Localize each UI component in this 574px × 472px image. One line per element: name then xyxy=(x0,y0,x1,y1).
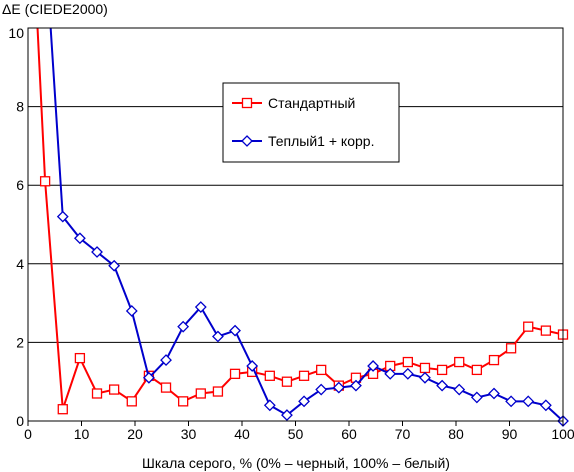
data-point xyxy=(332,381,345,394)
data-point xyxy=(540,325,552,336)
data-point xyxy=(195,388,206,399)
y-axis-ticks: 0 2 4 6 8 10 xyxy=(8,25,24,429)
data-point xyxy=(177,320,190,333)
data-point xyxy=(539,399,552,412)
data-point xyxy=(126,396,137,407)
x-tick-label: 70 xyxy=(395,426,411,442)
data-point xyxy=(108,384,120,395)
x-axis-label: Шкала серого, % (0% – черный, 100% – бел… xyxy=(142,455,450,471)
x-tick-label: 10 xyxy=(74,426,90,442)
y-tick-label: 0 xyxy=(16,413,24,429)
data-point xyxy=(419,362,431,374)
legend-marker xyxy=(241,135,253,147)
x-tick-label: 60 xyxy=(341,426,357,442)
data-point xyxy=(298,395,310,408)
data-point xyxy=(401,367,414,380)
data-point xyxy=(263,399,276,412)
data-point xyxy=(91,246,103,258)
x-tick-label: 50 xyxy=(288,426,304,442)
data-point xyxy=(367,360,379,372)
data-point xyxy=(470,391,483,404)
data-point xyxy=(177,396,189,407)
data-point xyxy=(436,379,449,392)
data-point xyxy=(505,395,518,408)
data-point xyxy=(522,395,535,408)
y-tick-label: 8 xyxy=(16,99,24,115)
data-point xyxy=(505,343,517,354)
x-tick-label: 30 xyxy=(181,426,197,442)
data-point xyxy=(39,176,51,187)
legend-label: Теплый1 + корр. xyxy=(268,133,374,149)
data-point xyxy=(419,371,431,384)
y-tick-label: 10 xyxy=(8,25,24,41)
data-point xyxy=(488,387,500,400)
data-point xyxy=(316,364,327,376)
legend: Стандартный Теплый1 + корр. xyxy=(222,82,400,163)
data-point xyxy=(91,388,103,399)
data-point xyxy=(350,379,362,392)
x-tick-label: 20 xyxy=(127,426,143,442)
data-point xyxy=(246,360,259,372)
data-point xyxy=(402,356,414,368)
data-point xyxy=(229,368,241,379)
data-point xyxy=(298,370,310,381)
data-point xyxy=(315,383,328,396)
legend-box xyxy=(222,82,400,163)
data-point xyxy=(488,354,500,366)
data-point xyxy=(57,404,68,415)
data-point xyxy=(73,232,86,245)
data-point xyxy=(523,321,534,332)
data-point xyxy=(281,376,293,387)
data-point xyxy=(384,367,397,380)
data-point xyxy=(108,259,121,272)
series-2-markers xyxy=(56,210,569,427)
data-point xyxy=(56,210,69,223)
data-point xyxy=(471,364,483,376)
y-tick-label: 6 xyxy=(16,177,24,193)
data-series xyxy=(36,28,569,427)
data-point xyxy=(142,371,155,384)
x-tick-label: 90 xyxy=(502,426,518,442)
data-point xyxy=(212,386,224,397)
x-tick-label: 100 xyxy=(551,426,574,442)
data-point xyxy=(125,305,138,317)
data-point xyxy=(453,383,466,396)
x-axis-ticks: 0 10 20 30 40 50 60 70 80 90 100 xyxy=(24,421,574,442)
y-axis-label: ΔE (CIEDE2000) xyxy=(2,1,108,17)
x-tick-label: 40 xyxy=(234,426,250,442)
data-point xyxy=(454,356,465,368)
x-tick-label: 0 xyxy=(24,426,32,442)
data-point xyxy=(436,364,448,376)
y-tick-label: 2 xyxy=(16,334,24,350)
y-tick-label: 4 xyxy=(16,256,24,272)
data-point xyxy=(281,409,293,422)
x-tick-label: 80 xyxy=(448,426,464,442)
legend-label: Стандартный xyxy=(268,95,355,111)
data-point xyxy=(212,330,224,343)
data-point xyxy=(160,354,172,367)
data-point xyxy=(229,324,241,337)
data-point xyxy=(264,370,275,381)
data-point xyxy=(74,352,86,364)
data-point xyxy=(194,301,207,313)
legend-marker xyxy=(241,97,253,109)
data-point xyxy=(160,382,172,393)
